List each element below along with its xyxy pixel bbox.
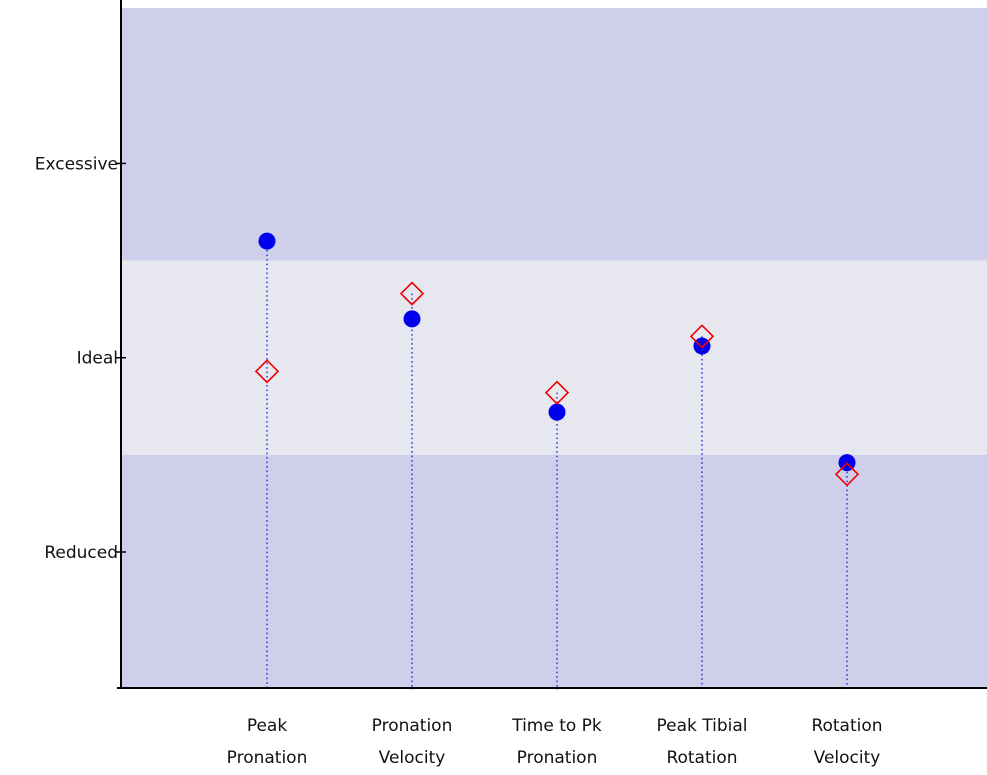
data-point-circle-2 — [548, 403, 566, 421]
x-tick-label-line: Pronation — [517, 748, 598, 768]
y-tick-label-ideal: Ideal — [77, 349, 118, 369]
data-markers — [254, 232, 860, 487]
data-point-diamond-0 — [254, 359, 280, 384]
data-point-circle-1 — [403, 310, 421, 328]
x-tick-label-1: Pronation Velocity — [372, 716, 453, 768]
axes — [117, 0, 987, 689]
data-point-circle-3 — [693, 337, 711, 355]
y-axis-ticks: Excessive Ideal Reduced — [35, 154, 126, 563]
y-tick-label-excessive: Excessive — [35, 154, 118, 174]
x-tick-label-line: Peak — [247, 716, 288, 736]
x-tick-label-line: Pronation — [227, 748, 308, 768]
x-tick-label-line: Pronation — [372, 716, 453, 736]
x-tick-label-2: Time to Pk Pronation — [511, 716, 602, 768]
data-point-diamond-2 — [544, 380, 570, 405]
band-0 — [121, 8, 987, 261]
y-tick-label-reduced: Reduced — [44, 543, 118, 563]
x-tick-label-line: Rotation — [666, 748, 737, 768]
x-tick-label-line: Velocity — [814, 748, 881, 768]
x-tick-label-3: Peak Tibial Rotation — [656, 716, 747, 768]
x-tick-label-0: Peak Pronation — [227, 716, 308, 768]
x-axis-labels: Peak Pronation Pronation Velocity Time to Pk… — [227, 716, 883, 768]
band-1 — [121, 260, 987, 455]
x-tick-label-line: Velocity — [379, 748, 446, 768]
x-tick-label-line: Time to Pk — [511, 716, 602, 736]
data-point-diamond-3 — [689, 324, 715, 349]
x-tick-label-line: Rotation — [811, 716, 882, 736]
band-2 — [121, 454, 987, 688]
x-tick-label-line: Peak Tibial — [656, 716, 747, 736]
background-bands — [121, 8, 987, 688]
data-point-diamond-1 — [399, 281, 425, 306]
data-point-circle-0 — [258, 232, 276, 250]
data-point-diamond-4 — [834, 462, 860, 487]
stem-lines — [266, 241, 848, 690]
x-tick-label-4: Rotation Velocity — [811, 716, 882, 768]
